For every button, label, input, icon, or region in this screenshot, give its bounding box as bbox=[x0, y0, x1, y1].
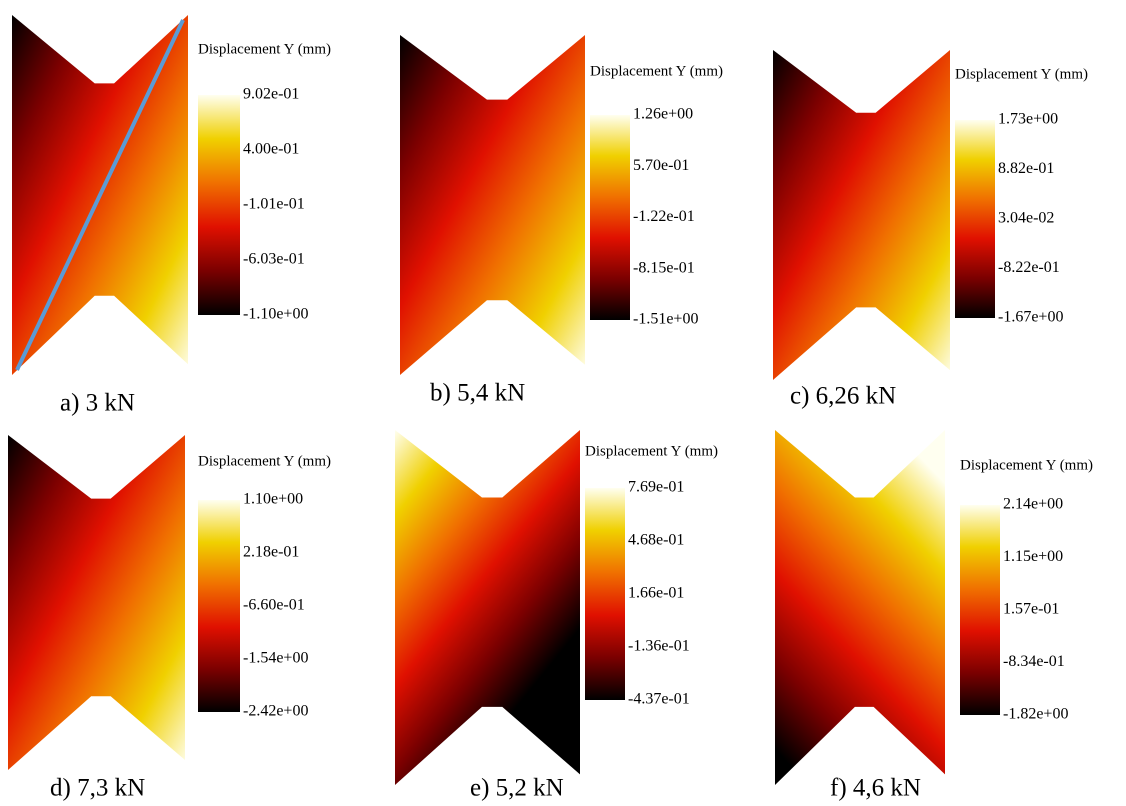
colorbar-tick-label: -6.60e-01 bbox=[243, 597, 305, 614]
colorbar bbox=[960, 505, 1000, 715]
colorbar-tick-label: -1.54e+00 bbox=[243, 650, 308, 667]
colorbar bbox=[198, 500, 240, 712]
colorbar-tick-label: 3.04e-02 bbox=[998, 210, 1054, 227]
colorbar-tick-label: -1.82e+00 bbox=[1003, 706, 1068, 723]
colorbar-tick-label: -2.42e+00 bbox=[243, 703, 308, 720]
colorbar-title: Displacement Y (mm) bbox=[585, 443, 718, 459]
colorbar-tick-label: -1.10e+00 bbox=[243, 306, 308, 323]
colorbar-title: Displacement Y (mm) bbox=[198, 453, 331, 469]
colorbar-tick-label: 4.00e-01 bbox=[243, 141, 299, 158]
colorbar-tick-label: 5.70e-01 bbox=[633, 157, 689, 174]
colorbar-tick-label: 1.15e+00 bbox=[1003, 548, 1063, 565]
colorbar-tick-label: -8.34e-01 bbox=[1003, 653, 1065, 670]
colorbar-tick-label: 1.10e+00 bbox=[243, 491, 303, 508]
colorbar-tick-label: 2.18e-01 bbox=[243, 544, 299, 561]
colorbar-tick-label: -6.03e-01 bbox=[243, 251, 305, 268]
colorbar bbox=[955, 120, 995, 318]
colorbar-title: Displacement Y (mm) bbox=[960, 457, 1093, 473]
colorbar-tick-label: -1.51e+00 bbox=[633, 311, 698, 328]
colorbar-tick-label: 1.73e+00 bbox=[998, 111, 1058, 128]
colorbar-tick-label: 4.68e-01 bbox=[628, 532, 684, 549]
panel-caption: b) 5,4 kN bbox=[430, 380, 525, 407]
colorbar-tick-label: 2.14e+00 bbox=[1003, 496, 1063, 513]
colorbar-tick-label: -1.22e-01 bbox=[633, 208, 695, 225]
colorbar-tick-label: 1.66e-01 bbox=[628, 585, 684, 602]
panel-caption: a) 3 kN bbox=[60, 390, 135, 417]
colorbar bbox=[585, 488, 625, 700]
panel-caption: c) 6,26 kN bbox=[790, 383, 896, 410]
colorbar-title: Displacement Y (mm) bbox=[198, 41, 331, 57]
colorbar-tick-label: -8.15e-01 bbox=[633, 259, 695, 276]
specimen-field bbox=[8, 435, 185, 770]
colorbar-title: Displacement Y (mm) bbox=[590, 63, 723, 79]
colorbar-tick-label: 1.57e-01 bbox=[1003, 601, 1059, 618]
colorbar-tick-label: -1.36e-01 bbox=[628, 638, 690, 655]
colorbar-tick-label: 7.69e-01 bbox=[628, 479, 684, 496]
specimen-field bbox=[395, 430, 580, 785]
colorbar-tick-label: 1.26e+00 bbox=[633, 106, 693, 123]
colorbar-tick-label: -1.67e+00 bbox=[998, 309, 1063, 326]
panel-caption: d) 7,3 kN bbox=[50, 775, 145, 802]
panel-caption: f) 4,6 kN bbox=[830, 775, 921, 802]
colorbar bbox=[590, 115, 630, 320]
specimen-field bbox=[400, 35, 585, 375]
specimen-field bbox=[773, 50, 950, 380]
specimen-field bbox=[775, 430, 945, 785]
colorbar-tick-label: 9.02e-01 bbox=[243, 86, 299, 103]
colorbar-tick-label: -8.22e-01 bbox=[998, 259, 1060, 276]
colorbar-tick-label: -4.37e-01 bbox=[628, 691, 690, 708]
diagonal-line bbox=[15, 19, 185, 371]
colorbar bbox=[198, 95, 240, 315]
panel-caption: e) 5,2 kN bbox=[470, 775, 564, 802]
colorbar-title: Displacement Y (mm) bbox=[955, 66, 1088, 82]
colorbar-tick-label: -1.01e-01 bbox=[243, 196, 305, 213]
colorbar-tick-label: 8.82e-01 bbox=[998, 160, 1054, 177]
